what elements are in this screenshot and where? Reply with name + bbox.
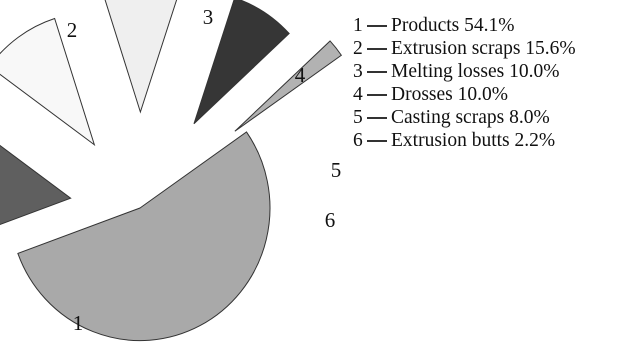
- pie-slice-6: [234, 40, 343, 132]
- pie-slice-number-5: 5: [331, 158, 342, 182]
- legend-item: 5 Casting scraps 8.0%: [353, 106, 619, 129]
- legend-separator: [367, 70, 387, 73]
- pie-slice-3: [0, 17, 96, 147]
- legend-item: 1 Products 54.1%: [353, 14, 619, 37]
- legend-label: Extrusion scraps 15.6%: [391, 38, 576, 59]
- legend-number: 4: [353, 84, 363, 105]
- legend-separator: [367, 116, 387, 119]
- legend-label: Casting scraps 8.0%: [391, 107, 550, 128]
- legend-number: 1: [353, 15, 363, 36]
- pie-legend: 1 Products 54.1% 2 Extrusion scraps 15.6…: [353, 14, 619, 152]
- legend-number: 5: [353, 107, 363, 128]
- pie-slice-number-3: 3: [203, 5, 214, 29]
- legend-item: 6 Extrusion butts 2.2%: [353, 129, 619, 152]
- legend-separator: [367, 47, 387, 50]
- legend-label: Melting losses 10.0%: [391, 61, 560, 82]
- pie-slice-number-1: 1: [73, 311, 84, 335]
- legend-item: 3 Melting losses 10.0%: [353, 60, 619, 83]
- legend-item: 4 Drosses 10.0%: [353, 83, 619, 106]
- legend-label: Extrusion butts 2.2%: [391, 130, 556, 151]
- pie-slice-1: [17, 131, 271, 342]
- pie-slice-labels: 1 2 3 4 5 6: [67, 5, 342, 335]
- legend-number: 2: [353, 38, 363, 59]
- legend-separator: [367, 93, 387, 96]
- pie-slice-number-2: 2: [67, 18, 78, 42]
- legend-separator: [367, 24, 387, 27]
- pie-slices: [0, 0, 343, 342]
- pie-slice-number-6: 6: [325, 208, 336, 232]
- pie-slice-number-4: 4: [295, 63, 306, 87]
- legend-label: Drosses 10.0%: [391, 84, 508, 105]
- legend-number: 3: [353, 61, 363, 82]
- pie-slice-2: [0, 144, 72, 226]
- legend-label: Products 54.1%: [391, 15, 515, 36]
- legend-separator: [367, 139, 387, 142]
- legend-number: 6: [353, 130, 363, 151]
- pie-slice-4: [104, 0, 178, 114]
- pie-slice-5: [193, 0, 290, 125]
- legend-item: 2 Extrusion scraps 15.6%: [353, 37, 619, 60]
